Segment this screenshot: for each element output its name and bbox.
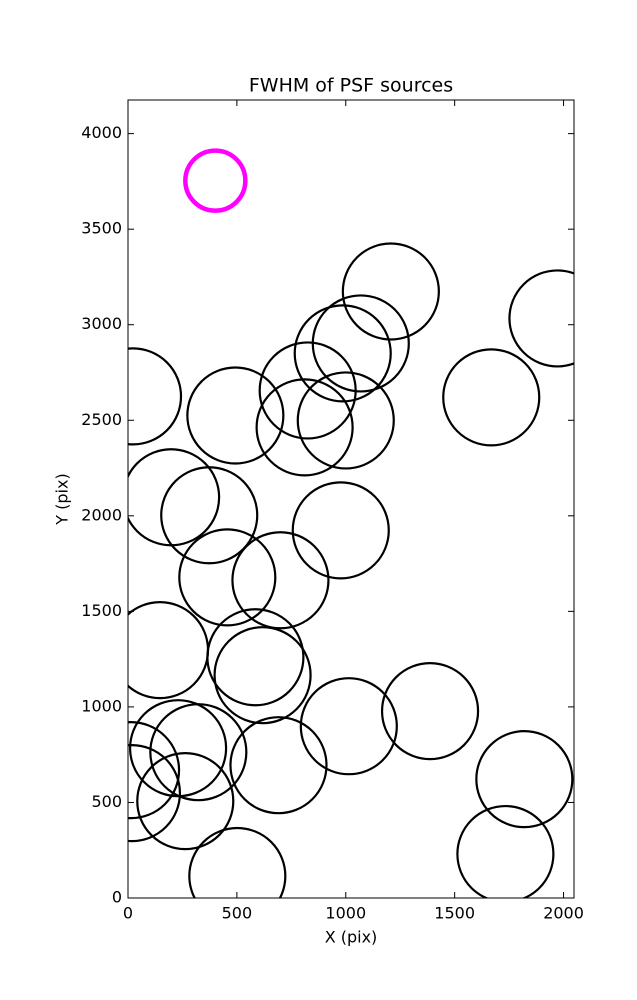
source-marker bbox=[341, 242, 440, 341]
plot-area bbox=[128, 148, 574, 898]
y-tick-label: 3000 bbox=[81, 314, 122, 333]
source-marker bbox=[128, 347, 183, 446]
source-marker bbox=[475, 730, 574, 829]
source-marker bbox=[128, 721, 181, 820]
x-tick-label: 1500 bbox=[434, 904, 475, 923]
source-marker bbox=[186, 366, 285, 465]
source-marker bbox=[188, 826, 287, 898]
source-marker bbox=[149, 703, 248, 802]
y-tick-label: 2500 bbox=[81, 410, 122, 429]
source-marker bbox=[442, 348, 541, 447]
source-marker bbox=[291, 481, 390, 580]
y-axis-label: Y (pix) bbox=[53, 473, 72, 525]
plot-frame bbox=[127, 99, 575, 899]
x-tick-label: 1000 bbox=[325, 904, 366, 923]
source-marker bbox=[255, 378, 354, 477]
x-tick-label: 0 bbox=[123, 904, 133, 923]
source-marker bbox=[258, 341, 357, 440]
chart-title: FWHM of PSF sources bbox=[249, 75, 453, 97]
y-tick-label: 0 bbox=[112, 888, 122, 907]
y-tick-label: 1000 bbox=[81, 696, 122, 715]
source-marker bbox=[136, 752, 235, 851]
x-tick-label: 500 bbox=[222, 904, 253, 923]
y-tick-label: 4000 bbox=[81, 123, 122, 142]
y-tick-label: 1500 bbox=[81, 601, 122, 620]
source-marker bbox=[178, 528, 277, 627]
source-marker bbox=[299, 677, 398, 776]
source-marker bbox=[160, 466, 259, 565]
source-marker bbox=[206, 608, 305, 707]
source-marker bbox=[213, 626, 312, 725]
y-tick-label: 500 bbox=[91, 792, 122, 811]
source-marker bbox=[508, 269, 574, 368]
source-marker bbox=[380, 662, 480, 761]
source-marker bbox=[293, 304, 392, 403]
source-marker bbox=[128, 744, 182, 843]
x-tick-label: 2000 bbox=[543, 904, 584, 923]
source-marker bbox=[296, 371, 395, 470]
y-tick-label: 3500 bbox=[81, 219, 122, 238]
source-marker bbox=[456, 804, 555, 898]
source-marker bbox=[231, 531, 330, 630]
source-marker bbox=[229, 716, 328, 815]
source-marker bbox=[183, 148, 248, 213]
y-tick-label: 2000 bbox=[81, 505, 122, 524]
x-axis-label: X (pix) bbox=[325, 928, 378, 947]
